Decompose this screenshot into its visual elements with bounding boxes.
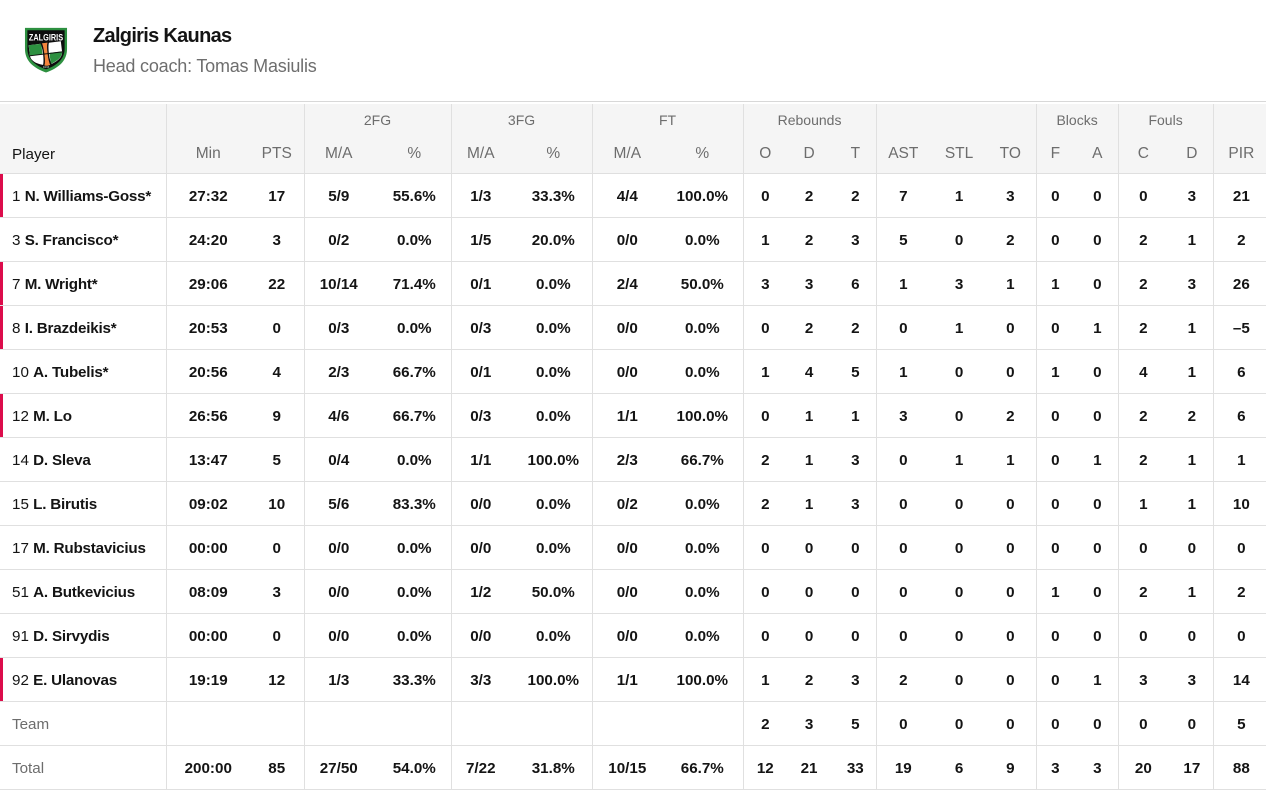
svg-text:1944: 1944 — [43, 65, 50, 69]
svg-text:ZALGIRIS: ZALGIRIS — [29, 32, 63, 42]
